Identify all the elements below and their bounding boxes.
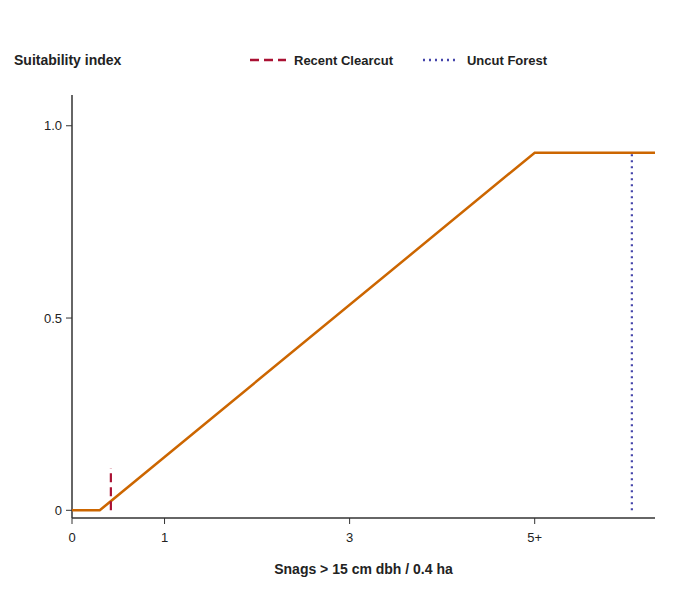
x-tick-label: 1 (161, 530, 168, 545)
x-tick (534, 518, 535, 524)
legend-swatch (250, 59, 286, 62)
y-tick-label: 0.5 (44, 311, 62, 326)
legend-label: Uncut Forest (467, 53, 548, 68)
y-tick (66, 125, 72, 126)
series-line (72, 153, 655, 511)
legend-label: Recent Clearcut (294, 53, 394, 68)
y-tick (66, 318, 72, 319)
legend-swatch (423, 59, 459, 62)
x-tick (349, 518, 350, 524)
x-tick (164, 518, 165, 524)
chart: 0 1 3 5+ 0 0.5 1.0 Snags > 15 cm dbh / 0.4 ha Su… (0, 0, 680, 593)
x-tick-label: 0 (68, 530, 75, 545)
y-axis-label: Suitability index (14, 52, 122, 68)
x-axis-line (72, 517, 655, 519)
x-tick (72, 518, 73, 524)
legend: Recent Clearcut Uncut Forest (250, 53, 548, 68)
y-axis-line (71, 95, 73, 518)
series-line (631, 153, 633, 511)
y-tick (66, 510, 72, 511)
plot-area (72, 153, 655, 511)
axes: 0 1 3 5+ 0 0.5 1.0 (44, 95, 655, 545)
y-tick-label: 0 (55, 503, 62, 518)
x-tick-label: 3 (346, 530, 353, 545)
series-line (110, 468, 112, 510)
y-tick-label: 1.0 (44, 118, 62, 133)
x-axis-label: Snags > 15 cm dbh / 0.4 ha (274, 561, 453, 577)
x-tick-label: 5+ (527, 530, 542, 545)
